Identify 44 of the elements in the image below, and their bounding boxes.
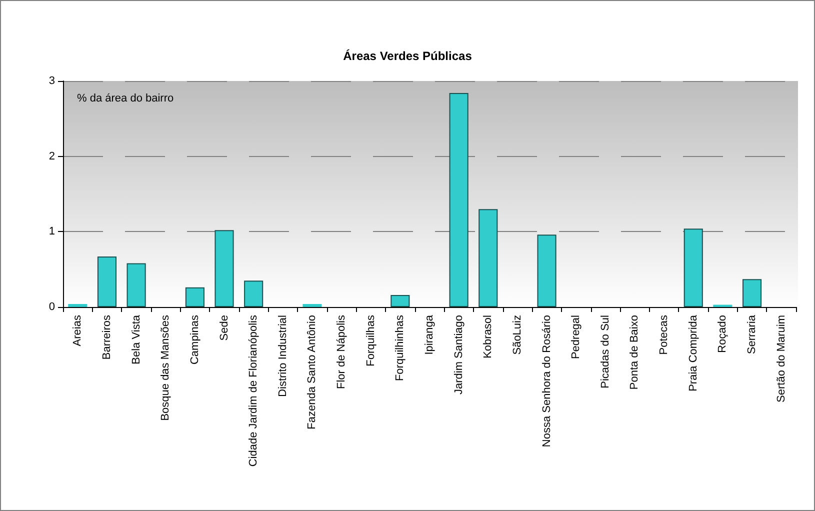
bar [478, 209, 498, 307]
x-tick-label: Distrito Industrial [276, 315, 289, 397]
x-tick-label: Serraria [746, 314, 758, 354]
bar [684, 228, 703, 307]
x-tick-label: Areias [72, 314, 84, 346]
bar [449, 93, 468, 307]
x-tick-label: Cidade Jardim de Florianópolis [248, 314, 260, 467]
x-tick-label: Bela Vista [130, 314, 142, 364]
x-tick-label: Barreiros [100, 314, 113, 360]
x-tick-label: Nossa Senhora do Rosário [540, 315, 553, 448]
x-tick-label: Sertão do Maruim [775, 315, 788, 402]
x-tick-label: Bosque das Mansões [160, 314, 172, 421]
x-tick-label: Campinas [188, 314, 201, 365]
x-tick-label: Kobrasol [482, 315, 494, 358]
y-tick-label: 0 [48, 301, 55, 313]
x-tick-label: Forquilhinhas [394, 314, 406, 382]
bar [214, 230, 234, 307]
annotation: % da área do bairro [77, 92, 174, 104]
bar [185, 287, 204, 307]
bar [68, 304, 88, 307]
bar [742, 279, 762, 307]
x-tick-label: Ponta de Baixo [628, 315, 641, 390]
bar [390, 294, 410, 307]
x-tick-label: Picadas do Sul [599, 315, 612, 388]
x-tick-label: SãoLuiz [511, 315, 524, 355]
bar [97, 256, 117, 307]
y-tick-label: 3 [48, 75, 55, 87]
x-tick-label: Fazenda Santo Antônio [306, 315, 318, 430]
x-tick-label: Praia Comprida [687, 314, 700, 392]
bar [302, 304, 322, 307]
bar [537, 234, 556, 307]
y-tick-label: 1 [48, 226, 55, 238]
x-tick-label: Flor de Nápolis [336, 314, 348, 389]
x-tick-label: Pedregal [570, 315, 582, 360]
x-tick-label: Roçado [716, 315, 729, 353]
bar [126, 263, 146, 307]
x-tick-label: Forquilhas [364, 314, 377, 366]
x-tick-label: Ipiranga [424, 314, 436, 355]
chart-title: Áreas Verdes Públicas [343, 49, 472, 63]
y-tick-label: 2 [48, 150, 55, 162]
x-tick-label: Jardim Santiago [452, 315, 465, 394]
x-tick-label: Potecas [658, 314, 670, 355]
x-tick-label: Sede [218, 315, 230, 341]
bar [244, 280, 264, 307]
